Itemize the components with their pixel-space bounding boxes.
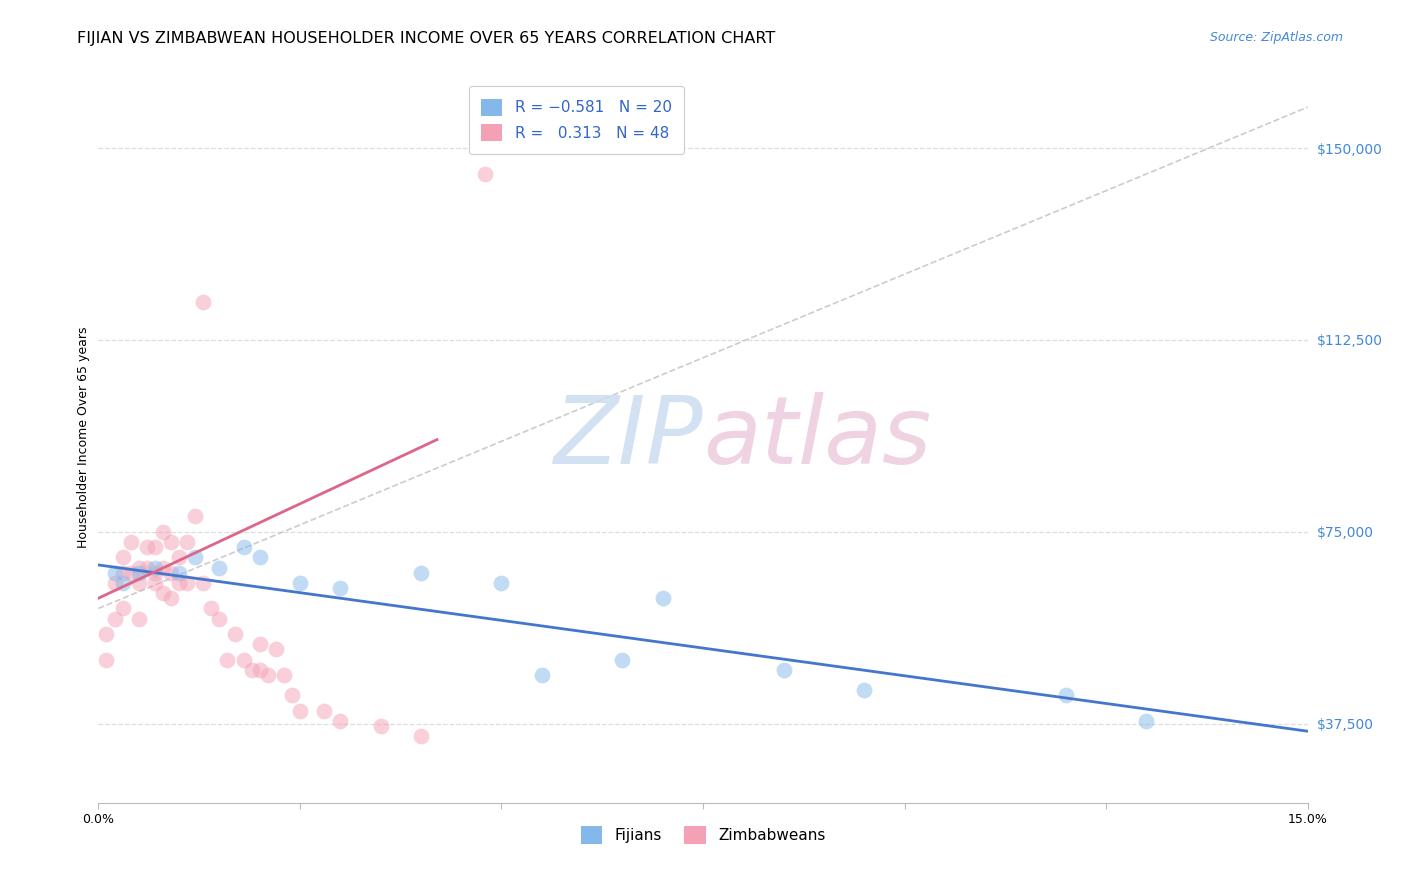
- Point: [176, 575, 198, 590]
- Point: [208, 560, 231, 574]
- Point: [249, 550, 271, 565]
- Point: [128, 575, 150, 590]
- Point: [314, 704, 336, 718]
- Point: [160, 566, 183, 580]
- Point: [120, 566, 142, 580]
- Legend: Fijians, Zimbabweans: Fijians, Zimbabweans: [575, 820, 831, 850]
- Point: [167, 575, 190, 590]
- Point: [853, 683, 876, 698]
- Point: [111, 601, 134, 615]
- Point: [200, 601, 222, 615]
- Point: [232, 540, 254, 554]
- Point: [184, 550, 207, 565]
- Point: [281, 689, 304, 703]
- Point: [152, 560, 174, 574]
- Point: [370, 719, 392, 733]
- Point: [135, 560, 157, 574]
- Point: [232, 652, 254, 666]
- Point: [111, 566, 134, 580]
- Point: [160, 535, 183, 549]
- Point: [256, 668, 278, 682]
- Point: [103, 612, 125, 626]
- Point: [96, 627, 118, 641]
- Point: [474, 167, 496, 181]
- Point: [143, 560, 166, 574]
- Point: [152, 524, 174, 539]
- Point: [184, 509, 207, 524]
- Point: [176, 535, 198, 549]
- Point: [409, 566, 432, 580]
- Point: [288, 704, 311, 718]
- Text: Source: ZipAtlas.com: Source: ZipAtlas.com: [1209, 31, 1343, 45]
- Point: [167, 566, 190, 580]
- Point: [120, 535, 142, 549]
- Point: [111, 575, 134, 590]
- Point: [273, 668, 295, 682]
- Point: [249, 637, 271, 651]
- Point: [264, 642, 287, 657]
- Point: [491, 575, 513, 590]
- Point: [128, 566, 150, 580]
- Point: [208, 612, 231, 626]
- Point: [329, 581, 352, 595]
- Point: [224, 627, 246, 641]
- Point: [167, 550, 190, 565]
- Point: [135, 540, 157, 554]
- Point: [530, 668, 553, 682]
- Point: [96, 652, 118, 666]
- Point: [128, 560, 150, 574]
- Point: [193, 575, 215, 590]
- Point: [143, 575, 166, 590]
- Text: ZIP: ZIP: [554, 392, 703, 483]
- Point: [1135, 714, 1157, 728]
- Point: [612, 652, 634, 666]
- Point: [329, 714, 352, 728]
- Point: [193, 294, 215, 309]
- Point: [240, 663, 263, 677]
- Point: [651, 591, 673, 606]
- Text: FIJIAN VS ZIMBABWEAN HOUSEHOLDER INCOME OVER 65 YEARS CORRELATION CHART: FIJIAN VS ZIMBABWEAN HOUSEHOLDER INCOME …: [77, 31, 776, 46]
- Point: [143, 566, 166, 580]
- Y-axis label: Householder Income Over 65 years: Householder Income Over 65 years: [77, 326, 90, 548]
- Point: [217, 652, 239, 666]
- Point: [143, 540, 166, 554]
- Point: [409, 729, 432, 743]
- Point: [772, 663, 794, 677]
- Point: [160, 591, 183, 606]
- Point: [288, 575, 311, 590]
- Point: [128, 612, 150, 626]
- Point: [103, 575, 125, 590]
- Point: [1054, 689, 1077, 703]
- Point: [152, 586, 174, 600]
- Point: [103, 566, 125, 580]
- Point: [111, 550, 134, 565]
- Text: atlas: atlas: [703, 392, 931, 483]
- Point: [249, 663, 271, 677]
